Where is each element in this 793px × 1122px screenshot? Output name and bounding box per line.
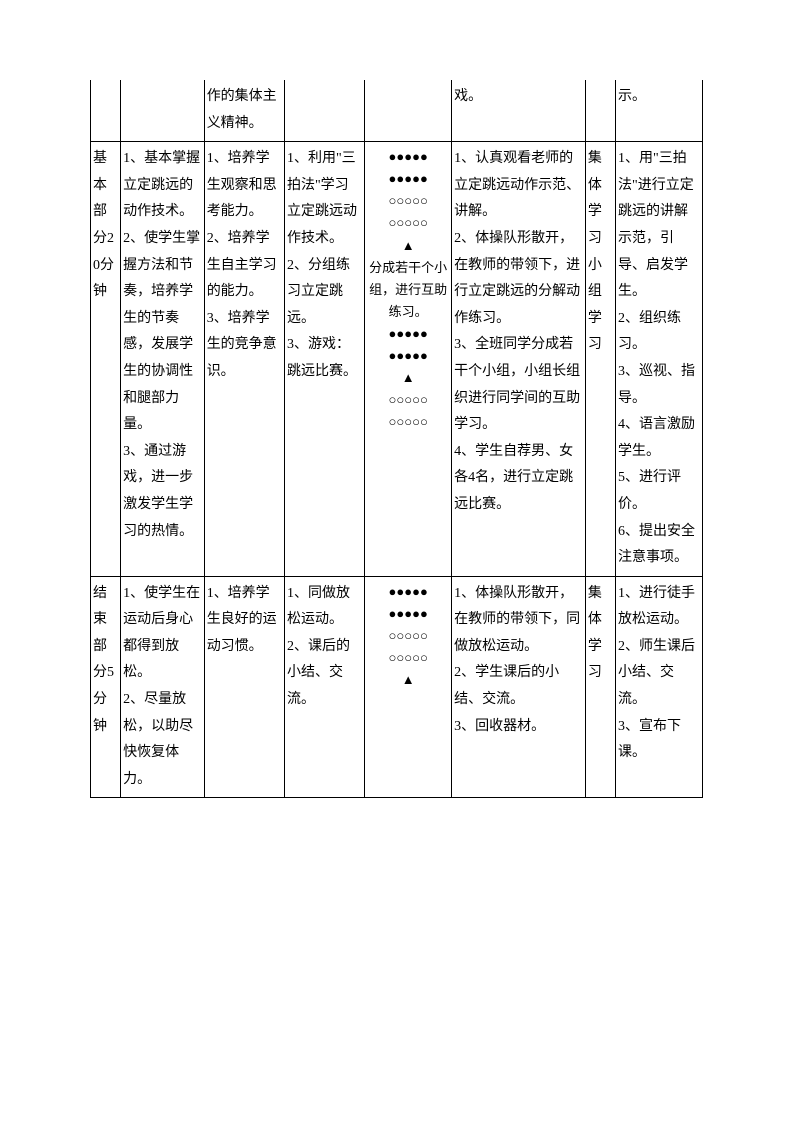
cell-teacher-activity: 1、进行徒手放松运动。2、师生课后小结、交流。3、宣布下课。 xyxy=(616,576,703,798)
cell-objective xyxy=(121,80,205,142)
cell-objective: 1、基本掌握立定跳远的动作技术。2、使学生掌握方法和节奏，培养学生的节奏感，发展… xyxy=(121,142,205,577)
cell-formation: ●●●●●●●●●●○○○○○○○○○○▲ xyxy=(365,576,452,798)
table-row: 基本部分20分钟 1、基本掌握立定跳远的动作技术。2、使学生掌握方法和节奏，培养… xyxy=(91,142,703,577)
cell-teacher-activity: 1、用"三拍法"进行立定跳远的讲解示范，引导、启发学生。2、组织练习。3、巡视、… xyxy=(616,142,703,577)
cell-student-activity: 1、体操队形散开，在教师的带领下，同做放松运动。2、学生课后的小结、交流。3、回… xyxy=(452,576,586,798)
cell-phase: 基本部分20分钟 xyxy=(91,142,121,577)
cell-student-activity: 1、认真观看老师的立定跳远动作示范、讲解。2、体操队形散开，在教师的带领下，进行… xyxy=(452,142,586,577)
cell-content: 1、利用"三拍法"学习立定跳远动作技术。2、分组练习立定跳远。3、游戏：跳远比赛… xyxy=(284,142,364,577)
cell-phase: 结束部分5分钟 xyxy=(91,576,121,798)
cell-content xyxy=(284,80,364,142)
cell-formation: ●●●●●●●●●●○○○○○○○○○○▲分成若干个小组，进行互助练习。●●●●… xyxy=(365,142,452,577)
cell-student-activity: 戏。 xyxy=(452,80,586,142)
cell-mode: 集体学习 小组学习 xyxy=(585,142,615,577)
cell-teacher-activity: 示。 xyxy=(616,80,703,142)
cell-cultivate: 1、培养学生观察和思考能力。2、培养学生自主学习的能力。3、培养学生的竞争意识。 xyxy=(204,142,284,577)
cell-cultivate: 作的集体主义精神。 xyxy=(204,80,284,142)
table-row: 结束部分5分钟 1、使学生在运动后身心都得到放松。2、尽量放松，以助尽快恢复体力… xyxy=(91,576,703,798)
lesson-plan-table: 作的集体主义精神。 戏。 示。 基本部分20分钟 1、基本掌握立定跳远的动作技术… xyxy=(90,80,703,798)
cell-phase xyxy=(91,80,121,142)
cell-mode: 集体学习 xyxy=(585,576,615,798)
cell-cultivate: 1、培养学生良好的运动习惯。 xyxy=(204,576,284,798)
cell-objective: 1、使学生在运动后身心都得到放松。2、尽量放松，以助尽快恢复体力。 xyxy=(121,576,205,798)
cell-formation xyxy=(365,80,452,142)
table-row: 作的集体主义精神。 戏。 示。 xyxy=(91,80,703,142)
cell-mode xyxy=(585,80,615,142)
cell-content: 1、同做放松运动。2、课后的小结、交流。 xyxy=(284,576,364,798)
